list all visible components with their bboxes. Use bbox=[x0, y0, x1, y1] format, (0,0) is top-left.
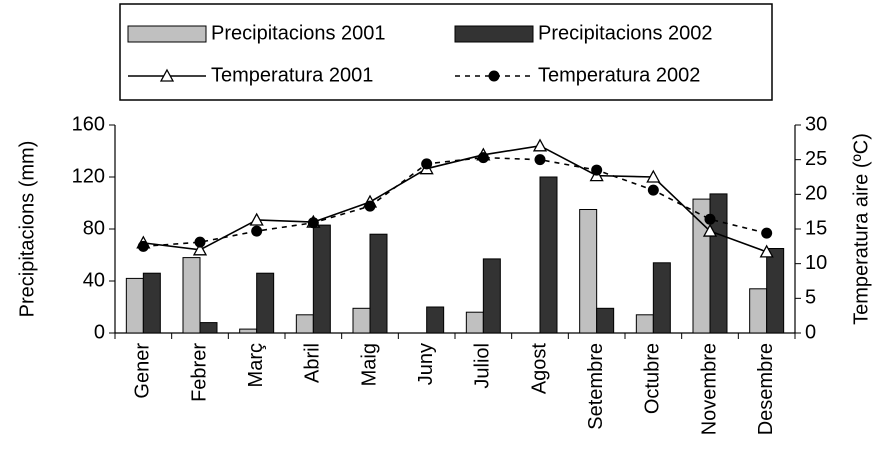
y2-axis-label: Temperatura aire (ºC) bbox=[850, 133, 872, 325]
x-tick-label: Maig bbox=[358, 343, 380, 386]
bar bbox=[369, 233, 388, 334]
marker bbox=[307, 217, 319, 229]
bar bbox=[199, 322, 218, 334]
y-axis-label: Precipitacions (mm) bbox=[16, 141, 38, 318]
y2-tick-label: 10 bbox=[805, 252, 827, 274]
x-tick-label: Febrer bbox=[188, 343, 210, 402]
legend-label: Precipitacions 2002 bbox=[538, 22, 713, 44]
y2-tick-label: 20 bbox=[805, 183, 827, 205]
bar bbox=[256, 272, 275, 334]
legend-label: Temperatura 2002 bbox=[538, 64, 700, 86]
bar bbox=[652, 262, 671, 334]
line bbox=[143, 144, 767, 253]
x-tick-label: Juny bbox=[415, 343, 437, 385]
bar bbox=[312, 224, 331, 334]
marker bbox=[192, 242, 208, 256]
marker bbox=[646, 169, 661, 183]
bar bbox=[709, 193, 728, 334]
x-tick-label: Novembre bbox=[698, 343, 720, 435]
bar bbox=[125, 277, 144, 334]
marker bbox=[759, 244, 774, 258]
y2-tick-label: 5 bbox=[805, 287, 816, 309]
x-tick-label: Octubre bbox=[642, 343, 664, 414]
bar bbox=[239, 328, 258, 334]
marker bbox=[761, 227, 773, 239]
bar bbox=[426, 306, 445, 334]
marker bbox=[194, 236, 206, 248]
marker bbox=[251, 225, 263, 237]
line bbox=[143, 156, 767, 248]
marker bbox=[704, 213, 716, 225]
y-tick-label: 40 bbox=[83, 269, 105, 291]
marker bbox=[364, 200, 376, 212]
legend-marker bbox=[159, 68, 175, 82]
bar bbox=[766, 248, 785, 334]
x-tick-label: Agost bbox=[528, 343, 550, 395]
bar bbox=[142, 272, 161, 334]
x-tick-label: Abril bbox=[302, 343, 324, 383]
legend-box bbox=[119, 3, 773, 101]
x-tick-label: Març bbox=[245, 343, 267, 387]
y2-tick-label: 25 bbox=[805, 148, 827, 170]
y-tick-label: 80 bbox=[83, 217, 105, 239]
y-tick-label: 120 bbox=[72, 165, 105, 187]
bar bbox=[635, 314, 654, 334]
marker bbox=[137, 240, 149, 252]
legend-swatch bbox=[454, 25, 534, 43]
marker bbox=[477, 152, 489, 164]
legend-swatch bbox=[127, 25, 207, 43]
x-tick-label: Desembre bbox=[755, 343, 777, 435]
legend-label: Precipitacions 2001 bbox=[211, 22, 386, 44]
marker bbox=[421, 158, 433, 170]
y2-tick-label: 15 bbox=[805, 217, 827, 239]
bar bbox=[465, 311, 484, 334]
bar bbox=[596, 307, 615, 334]
marker bbox=[534, 154, 546, 166]
marker bbox=[249, 212, 264, 226]
legend-marker bbox=[488, 70, 500, 82]
y-tick-label: 0 bbox=[94, 321, 105, 343]
marker bbox=[591, 164, 603, 176]
x-tick-label: Gener bbox=[132, 343, 154, 399]
x-tick-label: Juliol bbox=[472, 343, 494, 389]
x-tick-label: Setembre bbox=[585, 343, 607, 430]
bar bbox=[182, 257, 201, 334]
bar bbox=[749, 288, 768, 334]
marker bbox=[702, 223, 718, 237]
bar bbox=[539, 176, 558, 334]
y-tick-label: 160 bbox=[72, 113, 105, 135]
marker bbox=[532, 138, 548, 152]
marker bbox=[647, 184, 659, 196]
bar bbox=[352, 307, 371, 334]
bar bbox=[482, 258, 501, 334]
bar bbox=[295, 314, 314, 334]
legend-label: Temperatura 2001 bbox=[211, 64, 373, 86]
bar bbox=[579, 209, 598, 334]
y2-tick-label: 0 bbox=[805, 321, 816, 343]
y2-tick-label: 30 bbox=[805, 113, 827, 135]
